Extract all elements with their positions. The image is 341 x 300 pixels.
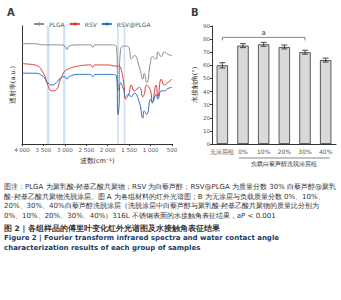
svg-text:500: 500 [167, 147, 178, 153]
svg-text:透射率(a.u.): 透射率(a.u.) [9, 66, 17, 104]
svg-text:无涂层组: 无涂层组 [210, 148, 234, 155]
svg-text:60: 60 [203, 62, 210, 68]
svg-text:a: a [262, 29, 266, 37]
svg-text:50: 50 [203, 75, 210, 81]
svg-text:10: 10 [203, 128, 210, 134]
svg-text:3 000: 3 000 [57, 147, 73, 153]
svg-text:RSV@PLGA: RSV@PLGA [117, 21, 152, 29]
svg-text:80: 80 [203, 36, 210, 42]
svg-text:PLGA: PLGA [49, 21, 66, 28]
svg-text:20: 20 [203, 115, 210, 121]
svg-text:A: A [7, 7, 15, 18]
html-text:Figure 2 | Fourier transform i: Figure 2 | Fourier transform infrared sp… [4, 234, 279, 252]
svg-text:2 000: 2 000 [100, 147, 116, 153]
svg-text:0: 0 [207, 141, 211, 147]
svg-text:3 500: 3 500 [36, 147, 52, 153]
svg-text:1 500: 1 500 [121, 147, 137, 153]
svg-text:70: 70 [203, 49, 210, 55]
svg-text:1 000: 1 000 [143, 147, 159, 153]
svg-text:30%: 30% [298, 148, 312, 155]
svg-text:2 500: 2 500 [78, 147, 94, 153]
svg-text:20%: 20% [278, 148, 292, 155]
svg-text:波数(cm⁻¹): 波数(cm⁻¹) [79, 157, 114, 165]
html-text:图 2 | 各组样品的傅里叶变化红外光谱图及水接触角表征结果: 图 2 | 各组样品的傅里叶变化红外光谱图及水接触角表征结果 [4, 224, 220, 233]
html-text:图注：PLGA 为聚乳酸-羟基乙酸共聚物；RSV 为白藜芦醇: 图注：PLGA 为聚乳酸-羟基乙酸共聚物；RSV 为白藜芦醇；RSV@PLGA … [4, 183, 337, 220]
svg-text:40%: 40% [319, 148, 333, 155]
svg-text:水接触角(°): 水接触角(°) [191, 67, 199, 103]
svg-text:0%: 0% [238, 148, 248, 155]
svg-text:40: 40 [203, 89, 210, 95]
svg-text:30: 30 [203, 102, 210, 108]
svg-text:RSV: RSV [85, 21, 98, 28]
svg-text:10%: 10% [257, 148, 271, 155]
svg-text:B: B [191, 7, 199, 18]
svg-text:负载白藜芦醇洗脱涂层组: 负载白藜芦醇洗脱涂层组 [251, 160, 317, 167]
svg-text:4 000: 4 000 [14, 147, 30, 153]
svg-text:90: 90 [203, 23, 210, 29]
